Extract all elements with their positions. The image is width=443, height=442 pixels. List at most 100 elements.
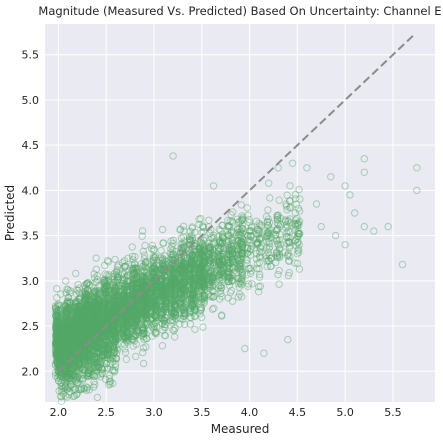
data-point [56,346,64,355]
data-point [55,309,63,318]
data-point [63,322,71,330]
data-point [64,327,72,335]
data-point [53,333,61,341]
data-point [53,307,61,315]
data-point [57,348,65,356]
data-point [53,329,61,337]
data-point [63,312,72,321]
data-point [61,343,70,352]
data-point [62,352,70,361]
data-point [56,319,64,328]
data-point [56,334,65,342]
data-point [66,339,75,348]
data-point [55,333,63,341]
data-point [52,331,60,339]
data-point [62,316,71,325]
data-point [72,318,80,326]
data-point [74,315,83,323]
data-point [76,307,84,315]
data-point [66,345,74,353]
data-point [73,334,82,342]
data-point [56,338,64,347]
data-point [65,326,73,334]
data-point [52,345,60,353]
data-point [73,342,82,350]
data-point [71,326,79,335]
data-point [64,341,72,349]
data-point [76,323,85,332]
data-point [55,322,63,330]
data-point [75,295,83,303]
data-point [62,339,71,348]
data-point [64,286,72,294]
data-point [57,332,65,340]
data-point [63,304,72,312]
data-point [74,315,82,323]
data-point [64,320,72,328]
data-point [71,325,80,334]
data-point [75,307,83,315]
data-point [66,333,75,341]
data-point [52,349,61,358]
data-point [56,341,64,349]
data-point [74,308,82,316]
data-point [54,360,62,368]
data-point [75,341,84,350]
data-point [74,308,82,316]
data-point [66,344,74,353]
data-point [71,308,79,316]
data-point [56,325,65,334]
data-point [61,337,70,345]
data-point [52,338,60,346]
data-point [75,313,83,321]
data-point [64,340,72,348]
data-point [75,308,83,317]
data-point [52,323,60,331]
data-point [55,328,64,337]
data-point [65,351,73,359]
data-point [57,339,65,347]
data-point [66,318,74,327]
data-point [54,316,62,324]
data-point [64,323,73,331]
data-point [72,331,81,340]
data-point [75,324,83,333]
data-point [56,372,64,380]
data-point [71,318,80,326]
data-point [73,314,81,322]
data-point [71,343,79,351]
data-point [53,355,61,363]
data-point [61,336,70,344]
data-point [53,335,62,343]
data-point [71,352,80,360]
data-point [52,338,61,346]
data-point [73,329,81,337]
data-point [55,326,64,335]
data-point [76,358,84,366]
data-point [72,341,80,349]
data-point [75,303,83,311]
data-point [75,306,83,314]
data-point [65,372,73,380]
data-point [75,347,84,355]
data-point [76,313,84,321]
data-point [73,325,81,333]
data-point [65,351,73,360]
data-point [65,325,74,333]
data-point [71,318,80,326]
data-point [65,339,73,347]
data-point [56,322,64,330]
data-point [51,339,60,347]
data-point [55,342,63,350]
data-point [71,320,79,329]
data-point [67,357,75,365]
data-point [71,330,79,339]
data-point [66,333,74,341]
data-point [56,361,64,369]
data-point [76,323,84,332]
data-point [61,338,69,346]
data-point [72,329,81,338]
data-point [63,343,71,351]
data-point [54,362,62,370]
data-point [63,336,72,344]
